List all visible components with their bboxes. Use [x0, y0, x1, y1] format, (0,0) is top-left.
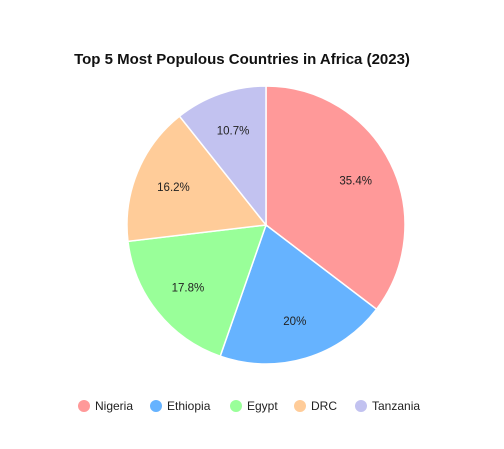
slice-label-egypt: 17.8% [172, 283, 205, 295]
slice-label-ethiopia: 20% [283, 316, 306, 328]
pie-slice-nigeria [265, 85, 406, 311]
legend-swatch-ethiopia [150, 400, 162, 412]
legend-label-tanzania: Tanzania [372, 399, 420, 413]
legend-item-egypt: Egypt [230, 399, 278, 413]
pie-slice-drc [126, 115, 268, 243]
legend-item-drc: DRC [294, 399, 337, 413]
slice-label-nigeria: 35.4% [339, 176, 372, 188]
legend-item-tanzania: Tanzania [355, 399, 420, 413]
slice-label-drc: 16.2% [157, 182, 190, 194]
legend-label-nigeria: Nigeria [95, 399, 133, 413]
legend-swatch-egypt [230, 400, 242, 412]
legend-item-nigeria: Nigeria [78, 399, 133, 413]
legend-swatch-nigeria [78, 400, 90, 412]
legend-label-drc: DRC [311, 399, 337, 413]
pie-slices [126, 85, 406, 365]
legend-item-ethiopia: Ethiopia [150, 399, 211, 413]
legend-swatch-tanzania [355, 400, 367, 412]
pie-slice-egypt [127, 224, 268, 358]
pie-slice-tanzania [178, 85, 267, 228]
slice-labels: 35.4% 20% 17.8% 16.2% 10.7% [157, 126, 372, 328]
chart-title: Top 5 Most Populous Countries in Africa … [74, 51, 410, 68]
legend-label-egypt: Egypt [247, 399, 278, 413]
legend-swatch-drc [294, 400, 306, 412]
pie-slice-ethiopia [219, 223, 378, 365]
legend-label-ethiopia: Ethiopia [167, 399, 211, 413]
legend: Nigeria Ethiopia Egypt DRC Tanzania [78, 399, 420, 413]
slice-label-tanzania: 10.7% [217, 126, 250, 138]
